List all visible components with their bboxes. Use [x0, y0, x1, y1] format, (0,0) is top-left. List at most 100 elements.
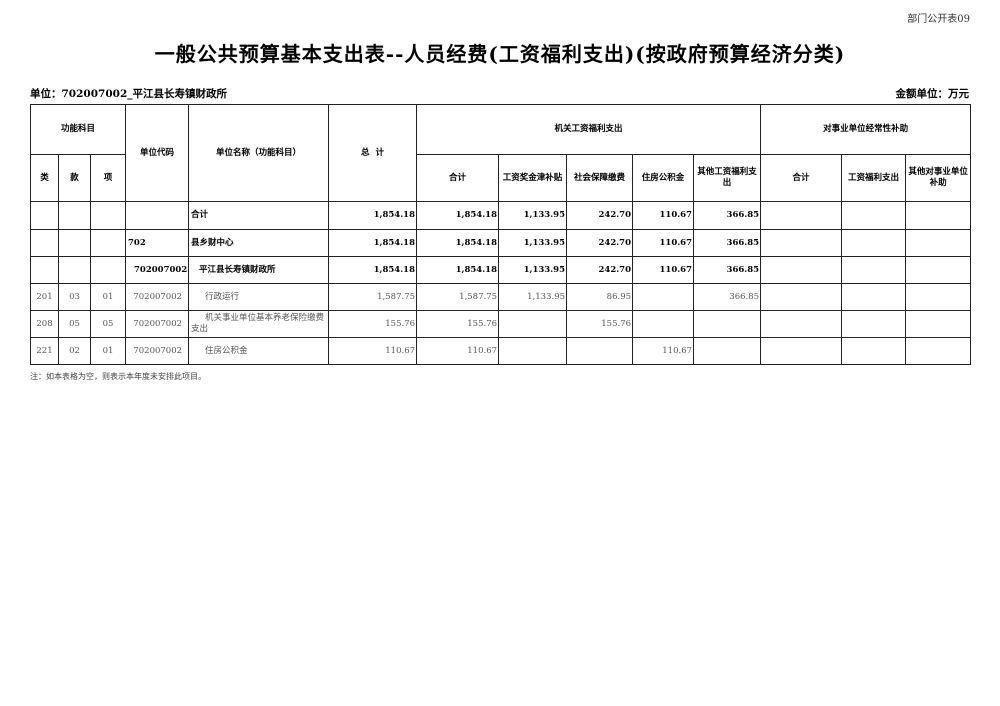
cell-amount: 1,133.95: [498, 201, 568, 230]
unit-label: 单位：702007002_平江县长寿镇财政所: [30, 88, 228, 100]
cell-xiang: 01: [89, 283, 127, 311]
header-xiang: 项: [89, 154, 127, 202]
cell-amount: [632, 283, 695, 311]
cell-amount: 242.70: [566, 201, 634, 230]
cell-kuan: 02: [58, 337, 91, 365]
cell-amount: 86.95: [566, 283, 634, 311]
cell-xiang: 01: [89, 337, 127, 365]
budget-table: 功能科目 单位代码 单位名称（功能科目） 总 计 机关工资福利支出 对事业单位经…: [29, 104, 972, 365]
cell-amount: [760, 229, 843, 257]
cell-amount: [760, 283, 843, 311]
cell-amount: 1,587.75: [416, 283, 500, 311]
cell-amount: 1,133.95: [498, 229, 568, 257]
cell-amount: 366.85: [693, 256, 762, 284]
cell-amount: 110.67: [632, 201, 695, 230]
cell-amount: 366.85: [693, 201, 762, 230]
cell-lei: [30, 229, 59, 257]
cell-amount: [905, 337, 972, 365]
cell-amount: 1,854.18: [416, 256, 500, 284]
cell-xiang: [89, 256, 127, 284]
cell-xiang: [89, 201, 127, 230]
header-g1-other: 其他工资福利支出: [693, 154, 762, 202]
cell-amount: [498, 310, 568, 338]
header-func: 功能科目: [29, 104, 127, 155]
cell-amount: [760, 337, 843, 365]
cell-kuan: [58, 201, 91, 230]
header-group2: 对事业单位经常性补助: [760, 104, 972, 155]
cell-code: 702007002: [125, 337, 190, 365]
cell-amount: 110.67: [328, 337, 418, 365]
cell-name: 行政运行: [188, 283, 330, 311]
cell-amount: 1,854.18: [416, 229, 500, 257]
header-g1-total: 合计: [416, 154, 500, 202]
cell-amount: 242.70: [566, 256, 634, 284]
table-row: 221 02 01 702007002 住房公积金 110.67 110.67 110.67: [30, 337, 972, 365]
cell-amount: 366.85: [693, 283, 762, 311]
header-g2-total: 合计: [760, 154, 843, 202]
cell-amount: 110.67: [632, 337, 695, 365]
table-row: 合计 1,854.18 1,854.18 1,133.95 242.70 110.67 36…: [30, 201, 972, 230]
table-row: 201 03 01 702007002 行政运行 1,587.75 1,587.75 1,13…: [30, 283, 972, 311]
cell-name: 合计: [188, 201, 330, 230]
cell-amount: 1,854.18: [328, 229, 418, 257]
cell-amount: [760, 310, 843, 338]
cell-amount: [632, 310, 695, 338]
cell-amount: [905, 256, 972, 284]
page-title: 一般公共预算基本支出表--人员经费(工资福利支出)(按政府预算经济分类): [154, 42, 846, 66]
cell-name: 县乡财中心: [188, 229, 330, 257]
cell-kuan: [58, 256, 91, 284]
cell-amount: 1,854.18: [328, 201, 418, 230]
cell-amount: 1,854.18: [328, 256, 418, 284]
cell-amount: [760, 256, 843, 284]
header-g1-salary: 工资奖金津补贴: [498, 154, 568, 202]
header-group1: 机关工资福利支出: [416, 104, 762, 155]
cell-kuan: 05: [58, 310, 91, 338]
table-row: 702007002 平江县长寿镇财政所 1,854.18 1,854.18 1,133.…: [30, 256, 972, 284]
cell-code: 702: [125, 229, 190, 257]
cell-xiang: 05: [89, 310, 127, 338]
cell-code: [125, 201, 190, 230]
cell-amount: [841, 283, 907, 311]
cell-code: 702007002: [125, 283, 190, 311]
cell-amount: [498, 337, 568, 365]
cell-amount: 110.67: [416, 337, 500, 365]
cell-code: 702007002: [125, 310, 190, 338]
cell-amount: 155.76: [416, 310, 500, 338]
header-g2-other: 其他对事业单位补助: [905, 154, 972, 202]
header-lei: 类: [30, 154, 59, 202]
cell-amount: 1,133.95: [498, 283, 568, 311]
header-kuan: 款: [58, 154, 91, 202]
cell-amount: 1,854.18: [416, 201, 500, 230]
cell-amount: [841, 201, 907, 230]
cell-amount: [905, 283, 972, 311]
cell-amount: 155.76: [328, 310, 418, 338]
cell-amount: [841, 310, 907, 338]
cell-lei: [30, 256, 59, 284]
cell-amount: [760, 201, 843, 230]
cell-amount: 110.67: [632, 256, 695, 284]
cell-amount: 155.76: [566, 310, 634, 338]
table-number: 部门公开表09: [907, 14, 970, 25]
cell-name: 住房公积金: [188, 337, 330, 365]
cell-amount: 1,587.75: [328, 283, 418, 311]
header-total: 总 计: [328, 104, 418, 202]
cell-amount: [841, 229, 907, 257]
cell-name: 平江县长寿镇财政所: [188, 256, 330, 284]
header-g1-social: 社会保障缴费: [566, 154, 634, 202]
header-code: 单位代码: [125, 104, 190, 202]
cell-amount: [905, 229, 972, 257]
header-name: 单位名称（功能科目）: [188, 104, 330, 202]
table-row: 702 县乡财中心 1,854.18 1,854.18 1,133.95 242.70 11…: [30, 229, 972, 257]
cell-code: 702007002: [125, 256, 190, 284]
cell-amount: 1,133.95: [498, 256, 568, 284]
cell-amount: [841, 256, 907, 284]
cell-lei: 208: [30, 310, 59, 338]
cell-amount: [693, 310, 762, 338]
cell-amount: [566, 337, 634, 365]
cell-kuan: [58, 229, 91, 257]
money-unit-label: 金额单位：万元: [895, 88, 970, 100]
header-g2-salary: 工资福利支出: [841, 154, 907, 202]
header-g1-housing: 住房公积金: [632, 154, 695, 202]
cell-amount: [693, 337, 762, 365]
footnote: 注：如本表格为空，则表示本年度未安排此项目。: [30, 372, 206, 381]
